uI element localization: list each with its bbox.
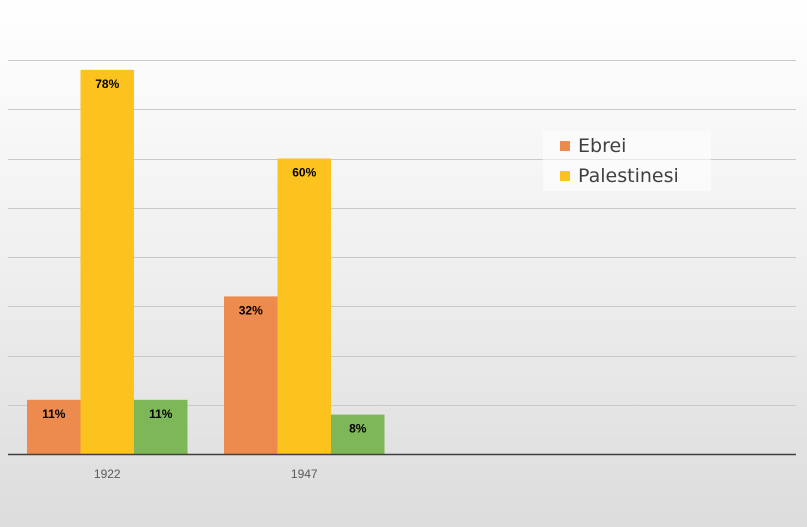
legend-item-ebrei: Ebrei — [560, 135, 626, 157]
bar — [80, 69, 134, 454]
bar — [224, 296, 278, 454]
bar — [27, 399, 81, 454]
legend-label-palestinesi: Palestinesi — [578, 165, 679, 187]
bar — [331, 414, 385, 454]
data-label: 11% — [149, 407, 173, 421]
data-label: 60% — [292, 166, 316, 180]
x-tick-label: 1947 — [291, 467, 318, 481]
x-tick-label: 1922 — [94, 467, 121, 481]
legend-swatch-palestinesi — [560, 171, 570, 181]
data-label: 32% — [239, 303, 263, 317]
legend-item-palestinesi: Palestinesi — [560, 165, 679, 187]
bar — [277, 158, 331, 454]
chart-legend: Ebrei Palestinesi — [543, 131, 711, 191]
legend-swatch-ebrei — [560, 141, 570, 151]
data-label: 8% — [349, 422, 367, 436]
data-label: 78% — [95, 77, 119, 91]
legend-label-ebrei: Ebrei — [578, 135, 627, 157]
data-label: 11% — [42, 407, 66, 421]
bar — [134, 399, 188, 454]
